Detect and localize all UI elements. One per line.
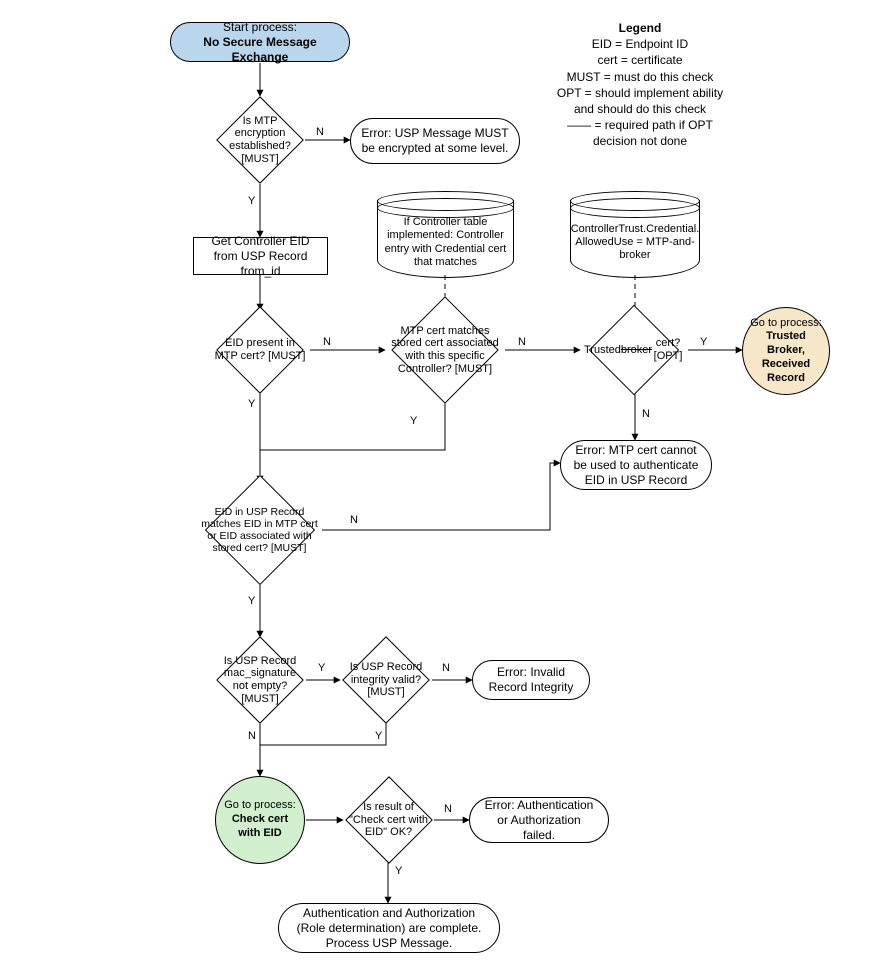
edge-label-n: N <box>642 408 650 420</box>
start-line1: Start process: <box>223 20 297 34</box>
decision-integrity: Is USP Record integrity valid? [MUST] <box>340 638 432 722</box>
decision-label: Is MTP encryption established? [MUST] <box>215 96 305 184</box>
decision-label: MTP cert matches stored cert associated … <box>385 302 505 398</box>
final-text: Authentication and Authorization (Role d… <box>289 906 489 951</box>
decision-label: Is USP Record mac_signature not empty? [… <box>214 637 306 723</box>
datastore-label: If Controller table implemented: Control… <box>384 214 507 271</box>
decision-label: Is USP Record integrity valid? [MUST] <box>340 638 432 722</box>
final-process: Authentication and Authorization (Role d… <box>278 903 500 953</box>
edge-label-n: N <box>350 514 358 526</box>
legend-block: Legend EID = Endpoint ID cert = certific… <box>520 20 760 150</box>
goto-check-cert: Go to process: Check cert with EID <box>215 776 305 864</box>
datastore-controller-table: If Controller table implemented: Control… <box>377 200 514 278</box>
legend-line: decision not done <box>520 133 760 149</box>
decision-label: EID in USP Record matches EID in MTP cer… <box>197 482 322 578</box>
decision-check-ok: Is result of "Check cert with EID" OK? <box>343 778 434 862</box>
decision-mac-signature: Is USP Record mac_signature not empty? [… <box>214 637 306 723</box>
edge-label-y: Y <box>410 415 417 427</box>
goto-line2: Trusted Broker, Received Record <box>762 330 810 383</box>
goto-line2: Check cert with EID <box>232 813 288 839</box>
legend-title: Legend <box>520 20 760 36</box>
legend-line: ―― = required path if OPT <box>520 117 760 133</box>
legend-line: MUST = must do this check <box>520 69 760 85</box>
edge-label-n: N <box>316 126 324 138</box>
edge-label-y: Y <box>700 336 707 348</box>
edge-label-y: Y <box>318 662 325 674</box>
decision-cert-match: MTP cert matches stored cert associated … <box>385 302 505 398</box>
edge-label-n: N <box>248 730 256 742</box>
process-text: Get Controller EID from USP Record from_… <box>202 234 319 279</box>
edge-label-n: N <box>442 662 450 674</box>
process-get-eid: Get Controller EID from USP Record from_… <box>193 237 328 275</box>
error-mtp-cert: Error: MTP cert cannot be used to authen… <box>560 440 712 490</box>
datastore-label: ControllerTrust.Credential. AllowedUse =… <box>577 214 693 271</box>
edge-label-y: Y <box>395 865 402 877</box>
error-text: Error: USP Message MUST be encrypted at … <box>361 126 509 156</box>
decision-label: Trusted broker cert? [OPT] <box>580 306 688 394</box>
edge-label-y: Y <box>248 195 255 207</box>
error-text: Error: Invalid Record Integrity <box>483 665 579 695</box>
decision-label: EID present in MTP cert? [MUST] <box>210 310 310 390</box>
edge-label-y: Y <box>248 398 255 410</box>
error-encrypt: Error: USP Message MUST be encrypted at … <box>350 118 520 164</box>
edge-label-n: N <box>444 803 452 815</box>
decision-mtp-encryption: Is MTP encryption established? [MUST] <box>215 96 305 184</box>
start-node: Start process: No Secure Message Exchang… <box>170 22 350 62</box>
edge-label-n: N <box>323 336 331 348</box>
decision-eid-match: EID in USP Record matches EID in MTP cer… <box>197 482 322 578</box>
edge-label-y: Y <box>248 595 255 607</box>
goto-trusted-broker: Go to process: Trusted Broker, Received … <box>742 307 830 395</box>
datastore-controller-trust: ControllerTrust.Credential. AllowedUse =… <box>570 200 700 278</box>
goto-line1: Go to process: <box>224 799 296 811</box>
error-text: Error: Authentication or Authorization f… <box>480 798 598 843</box>
legend-line: and should do this check <box>520 101 760 117</box>
legend-line: OPT = should implement ability <box>520 85 760 101</box>
decision-eid-present: EID present in MTP cert? [MUST] <box>210 310 310 390</box>
legend-line: EID = Endpoint ID <box>520 36 760 52</box>
decision-label: Is result of "Check cert with EID" OK? <box>343 778 434 862</box>
edge-label-y: Y <box>375 730 382 742</box>
error-auth: Error: Authentication or Authorization f… <box>469 797 609 843</box>
start-line2: No Secure Message Exchange <box>203 35 316 64</box>
decision-trusted-broker: Trusted broker cert? [OPT] <box>580 306 688 394</box>
edge-label-n: N <box>518 336 526 348</box>
goto-line1: Go to process: <box>750 317 822 329</box>
legend-line: cert = certificate <box>520 52 760 68</box>
error-integrity: Error: Invalid Record Integrity <box>472 660 590 700</box>
error-text: Error: MTP cert cannot be used to authen… <box>571 443 701 488</box>
